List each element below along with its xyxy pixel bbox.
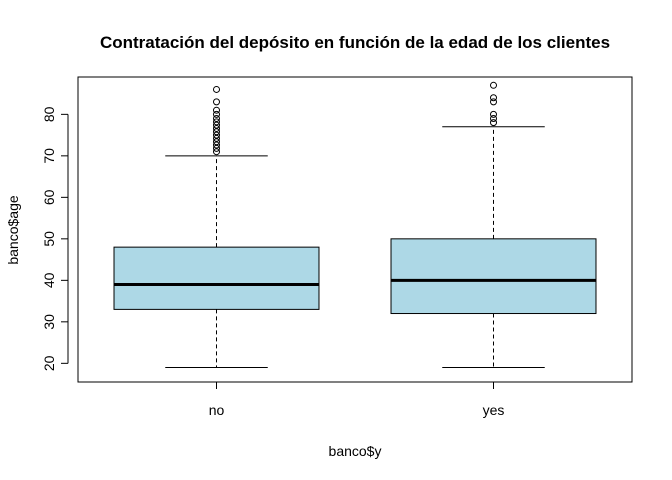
outlier-point-no: [213, 138, 220, 146]
x-tick-label-yes: yes: [483, 402, 505, 418]
outlier-point-no: [213, 118, 220, 126]
y-tick-label-80: 80: [41, 106, 57, 122]
y-tick-label-30: 30: [41, 314, 57, 330]
box-yes: [390, 238, 597, 315]
outlier-point-no: [213, 148, 220, 156]
y-tick-label-70: 70: [41, 148, 57, 164]
y-tick-label-50: 50: [41, 231, 57, 247]
x-axis-label: banco$y: [329, 443, 382, 459]
box-no: [113, 246, 320, 310]
y-axis: 20 30 40 50 60 70 80: [41, 106, 69, 371]
outlier-point-yes: [490, 110, 497, 118]
x-axis: no yes: [209, 382, 505, 418]
outlier-point-no: [213, 128, 220, 136]
outlier-point-no: [213, 134, 220, 142]
outlier-point-no: [213, 141, 220, 149]
outlier-point-no: [213, 114, 220, 122]
outlier-point-yes: [490, 98, 497, 106]
outlier-point-no: [213, 144, 220, 152]
boxes-layer: [113, 81, 597, 368]
outlier-point-yes: [490, 114, 497, 122]
chart-title: Contratación del depósito en función de …: [100, 33, 610, 52]
outlier-point-yes: [490, 119, 497, 127]
outlier-point-no: [213, 110, 220, 118]
outlier-point-no: [213, 124, 220, 132]
outlier-point-no: [213, 98, 220, 106]
y-tick-label-40: 40: [41, 272, 57, 288]
outlier-point-no: [213, 121, 220, 129]
x-tick-label-no: no: [209, 402, 225, 418]
y-tick-label-20: 20: [41, 355, 57, 371]
outlier-point-yes: [490, 81, 497, 89]
y-tick-label-60: 60: [41, 189, 57, 205]
outlier-point-no: [213, 85, 220, 93]
plot-frame: [77, 76, 633, 383]
outlier-point-yes: [490, 94, 497, 102]
outlier-point-no: [213, 131, 220, 139]
outlier-point-no: [213, 106, 220, 114]
y-axis-label: banco$age: [5, 195, 21, 265]
